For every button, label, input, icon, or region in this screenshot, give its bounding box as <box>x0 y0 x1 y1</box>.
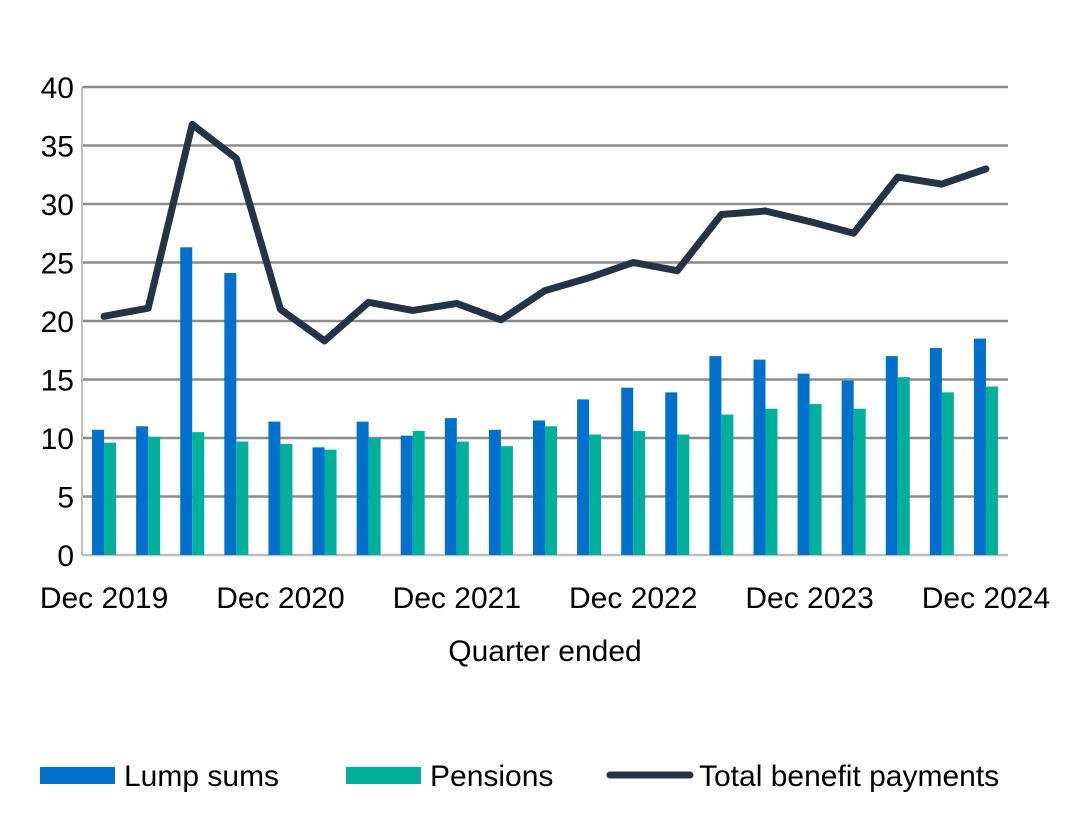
bar-pensions <box>413 431 425 555</box>
y-tick-label: 20 <box>41 306 74 339</box>
bar-pensions <box>545 426 557 555</box>
bar-pensions <box>236 442 248 555</box>
y-tick-label: 10 <box>41 423 74 456</box>
x-tick-label: Dec 2020 <box>216 582 344 615</box>
bar-lump-sums <box>180 247 192 555</box>
y-tick-label: 30 <box>41 189 74 222</box>
bar-pensions <box>280 444 292 555</box>
legend-swatch <box>346 767 421 784</box>
legend-swatch <box>40 767 115 784</box>
bar-lump-sums <box>886 356 898 555</box>
x-tick-label: Dec 2019 <box>40 582 168 615</box>
y-tick-label: 5 <box>57 482 74 515</box>
legend-label: Pensions <box>430 760 553 793</box>
bar-pensions <box>721 415 733 555</box>
bar-lump-sums <box>753 360 765 555</box>
y-tick-label: 35 <box>41 131 74 164</box>
bar-pensions <box>898 377 910 555</box>
bar-pensions <box>589 434 601 555</box>
bar-pensions <box>854 409 866 555</box>
x-tick-label: Dec 2024 <box>922 582 1050 615</box>
bar-pensions <box>369 438 381 555</box>
bar-lump-sums <box>313 447 325 555</box>
bar-pensions <box>942 392 954 555</box>
bar-pensions <box>501 446 513 555</box>
line-total-benefit-payments <box>104 124 986 340</box>
bar-lump-sums <box>224 273 236 555</box>
bar-lump-sums <box>930 348 942 555</box>
bar-pensions <box>986 387 998 555</box>
bar-lump-sums <box>533 420 545 555</box>
bar-pensions <box>765 409 777 555</box>
bar-pensions <box>148 437 160 555</box>
bar-lump-sums <box>136 426 148 555</box>
bar-pensions <box>810 404 822 555</box>
bar-pensions <box>677 434 689 555</box>
y-axis-tick-labels: 0 5 10 15 20 25 30 35 40 <box>41 72 74 573</box>
y-tick-label: 40 <box>41 72 74 105</box>
bar-pensions <box>325 450 337 555</box>
y-tick-label: 0 <box>57 540 74 573</box>
bar-lump-sums <box>445 418 457 555</box>
bar-pensions <box>104 443 116 555</box>
x-tick-label: Dec 2021 <box>393 582 521 615</box>
y-tick-label: 15 <box>41 365 74 398</box>
x-axis-title: Quarter ended <box>448 635 641 668</box>
bar-lump-sums <box>401 436 413 555</box>
bar-lump-sums <box>974 339 986 555</box>
bar-lump-sums <box>709 356 721 555</box>
bar-pensions <box>192 432 204 555</box>
x-axis-tick-labels: Dec 2019 Dec 2020 Dec 2021 Dec 2022 Dec 2023… <box>40 582 1050 615</box>
y-tick-label: 25 <box>41 248 74 281</box>
legend: Lump sums Pensions Total benefit payments <box>40 760 999 793</box>
bar-lump-sums <box>268 422 280 555</box>
x-tick-label: Dec 2022 <box>569 582 697 615</box>
bar-pensions <box>457 442 469 555</box>
legend-label: Lump sums <box>124 760 279 793</box>
bar-lump-sums <box>357 422 369 555</box>
bar-lump-sums <box>577 399 589 555</box>
bar-lump-sums <box>665 392 677 555</box>
legend-label: Total benefit payments <box>699 760 999 793</box>
bar-lump-sums <box>489 430 501 555</box>
bar-lump-sums <box>92 430 104 555</box>
x-tick-label: Dec 2023 <box>745 582 873 615</box>
bar-pensions <box>633 431 645 555</box>
bar-lump-sums <box>621 388 633 555</box>
bar-lump-sums <box>842 381 854 555</box>
bar-lump-sums <box>798 374 810 555</box>
